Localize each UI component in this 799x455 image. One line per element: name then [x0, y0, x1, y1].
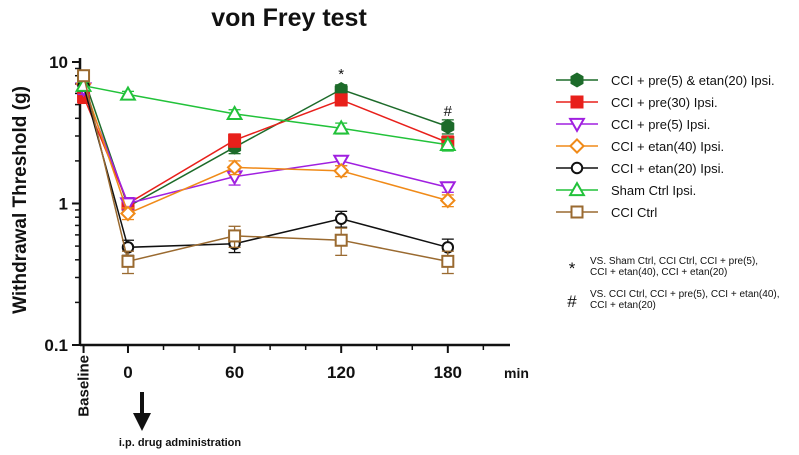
chart-title: von Frey test: [211, 4, 367, 32]
note-symbol-1: #: [567, 292, 577, 311]
x-axis-unit: min: [504, 365, 529, 381]
legend-marker-4: [570, 161, 584, 175]
data-point-3-4: [439, 192, 456, 209]
data-point-3-2: [226, 159, 243, 176]
legend-entry-1: CCI + pre(30) Ipsi.: [556, 95, 718, 110]
drug-arrow-label: i.p. drug administration: [119, 437, 242, 449]
data-point-2-3: [332, 154, 350, 170]
data-point-6-3: [334, 233, 348, 247]
significance-notes: * VS. Sham Ctrl, CCI Ctrl, CCI + pre(5),C…: [567, 256, 779, 311]
x-tick-label-baseline: Baseline: [76, 355, 93, 417]
data-point-5-4: [439, 135, 457, 151]
significance-mark-0: *: [338, 66, 344, 83]
y-tick-label-2: 10: [49, 53, 68, 72]
x-tick-label-4: 180: [434, 363, 462, 382]
note-line-1-0: VS. CCI Ctrl, CCI + pre(5), CCI + etan(4…: [590, 289, 780, 300]
data-point-6-1: [121, 254, 135, 268]
x-tick-label-1: 0: [123, 363, 132, 382]
y-axis-label: Withdrawal Threshold (g): [10, 86, 31, 314]
drug-arrow-head: [133, 413, 151, 431]
legend-entry-3: CCI + etan(40) Ipsi.: [556, 137, 724, 155]
data-point-0-4: [441, 119, 455, 134]
data-point-5-2: [225, 104, 244, 121]
note-line-0-1: CCI + etan(40), CCI + etan(20): [590, 267, 727, 278]
legend-entry-4: CCI + etan(20) Ipsi.: [556, 161, 724, 176]
legend-label-1: CCI + pre(30) Ipsi.: [611, 95, 718, 110]
legend-marker-1: [570, 95, 584, 109]
series-3: [75, 75, 456, 222]
data-point-6-0: [77, 69, 91, 83]
legend-entry-6: CCI Ctrl: [556, 205, 657, 220]
legend-marker-2: [568, 117, 586, 133]
legend-marker-3: [568, 137, 586, 155]
legend-label-5: Sham Ctrl Ipsi.: [611, 183, 696, 198]
data-point-5-1: [119, 85, 137, 101]
drug-arrow: i.p. drug administration: [119, 392, 242, 449]
data-point-1-2: [228, 133, 242, 147]
legend-label-2: CCI + pre(5) Ipsi.: [611, 117, 710, 132]
series-line-3: [82, 83, 449, 215]
series-6: [77, 69, 455, 275]
data-point-4-3: [334, 212, 348, 225]
legend-marker-6: [570, 205, 584, 219]
series-line-1: [82, 96, 449, 205]
axes: 0.1 1 10 Baseline 0 60 120 180: [44, 53, 510, 417]
data-point-1-3: [334, 93, 348, 107]
note-line-1-1: CCI + etan(20): [590, 300, 656, 311]
series-5: [74, 76, 457, 152]
series-line-2: [82, 88, 448, 205]
legend-label-3: CCI + etan(40) Ipsi.: [611, 139, 724, 154]
note-0: * VS. Sham Ctrl, CCI Ctrl, CCI + pre(5),C…: [569, 256, 758, 278]
legend: CCI + pre(5) & etan(20) Ipsi. CCI + pre(3…: [556, 72, 775, 220]
data-point-3-1: [119, 205, 136, 222]
legend-label-4: CCI + etan(20) Ipsi.: [611, 161, 724, 176]
legend-entry-2: CCI + pre(5) Ipsi.: [556, 117, 710, 133]
series-0: [77, 69, 455, 215]
data-point-3-3: [333, 162, 350, 179]
x-tick-label-3: 120: [327, 363, 355, 382]
series-layer: [74, 69, 457, 275]
x-tick-label-2: 60: [225, 363, 244, 382]
series-line-4: [82, 85, 448, 249]
legend-marker-0: [570, 72, 584, 88]
y-tick-label-0: 0.1: [44, 336, 68, 355]
note-line-0-0: VS. Sham Ctrl, CCI Ctrl, CCI + pre(5),: [590, 256, 758, 267]
y-tick-label-1: 1: [59, 195, 68, 214]
data-point-6-4: [441, 254, 455, 268]
legend-entry-5: Sham Ctrl Ipsi.: [556, 181, 696, 198]
significance-mark-1: #: [444, 103, 453, 120]
note-symbol-0: *: [569, 259, 576, 278]
data-point-5-3: [332, 119, 350, 135]
legend-label-6: CCI Ctrl: [611, 205, 657, 220]
data-point-2-4: [439, 181, 457, 197]
series-2: [74, 82, 457, 213]
data-point-6-2: [228, 229, 242, 243]
legend-marker-5: [568, 181, 586, 197]
note-1: # VS. CCI Ctrl, CCI + pre(5), CCI + etan(…: [567, 289, 779, 311]
series-line-5: [83, 84, 448, 146]
legend-label-0: CCI + pre(5) & etan(20) Ipsi.: [611, 73, 775, 88]
annotation-layer: *#: [338, 66, 452, 120]
legend-entry-0: CCI + pre(5) & etan(20) Ipsi.: [556, 72, 775, 88]
